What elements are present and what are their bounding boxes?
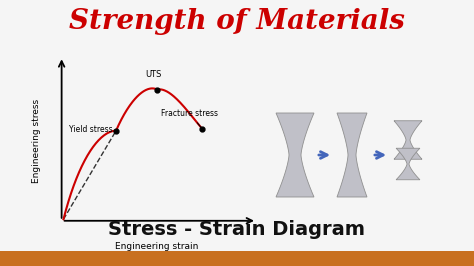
Text: Strength of Materials: Strength of Materials [69,8,405,35]
Polygon shape [396,148,420,180]
Polygon shape [337,113,367,197]
Text: Yield stress: Yield stress [69,125,116,134]
Polygon shape [276,113,314,197]
Text: UTS: UTS [146,70,162,78]
Text: Stress - Strain Diagram: Stress - Strain Diagram [109,221,365,239]
Text: Engineering strain: Engineering strain [115,242,198,251]
Text: Fracture stress: Fracture stress [161,109,218,127]
Text: Engineering stress: Engineering stress [33,99,41,183]
Polygon shape [394,121,422,159]
